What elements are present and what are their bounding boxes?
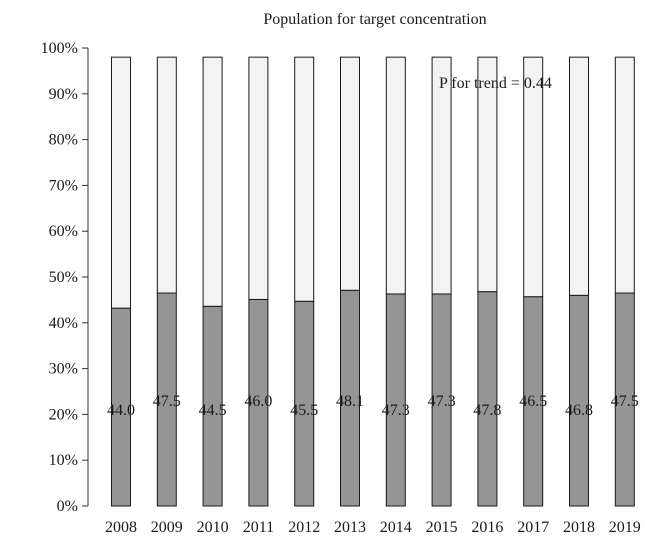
x-tick-label: 2008	[105, 519, 137, 536]
data-label: 47.5	[611, 393, 639, 410]
bars-group	[111, 56, 635, 507]
bar-segment-upper	[248, 56, 269, 300]
y-tick-label: 20%	[49, 406, 78, 423]
data-labels-group: 44.0 47.5 44.5 46.0 45.5 48.1 47.3 47.3 47.8 46.5…	[107, 393, 639, 419]
bar-segment-upper	[340, 56, 360, 291]
y-tick-label: 10%	[49, 452, 78, 469]
bar-segment-upper	[431, 56, 452, 295]
x-tick-label: 2019	[609, 519, 641, 536]
x-tick-label: 2013	[334, 519, 366, 536]
y-tick-label: 90%	[49, 86, 78, 103]
y-tick-label: 70%	[49, 177, 78, 194]
bar-segment-upper	[523, 56, 544, 298]
bar-segment-upper	[477, 56, 498, 293]
x-tick-label: 2010	[197, 519, 229, 536]
y-axis-ticks: 0% 10% 20% 30% 40% 50% 60% 70% 80% 90% 100%	[41, 40, 88, 515]
data-label: 46.5	[519, 393, 547, 410]
x-tick-label: 2011	[243, 519, 274, 536]
x-tick-label: 2009	[151, 519, 183, 536]
data-label: 47.8	[473, 402, 501, 419]
x-axis-tick-labels: 2008 2009 2010 2011 2012 2013 2014 2015 2016 2017…	[105, 519, 641, 536]
data-label: 45.5	[290, 402, 318, 419]
x-tick-label: 2018	[563, 519, 595, 536]
data-label: 44.5	[199, 402, 227, 419]
y-tick-label: 50%	[49, 269, 78, 286]
bar-segment-lower	[385, 293, 406, 507]
bar-segment-lower	[569, 294, 589, 507]
data-label: 46.0	[244, 393, 272, 410]
y-tick-label: 100%	[41, 40, 78, 57]
chart-title: Population for target concentration	[263, 11, 486, 28]
y-tick-label: 40%	[49, 315, 78, 332]
bar-segment-upper	[614, 56, 635, 294]
y-tick-label: 60%	[49, 223, 78, 240]
bar-segment-upper	[294, 56, 315, 302]
x-tick-label: 2012	[288, 519, 320, 536]
bar-segment-upper	[156, 56, 177, 294]
y-tick-label: 80%	[49, 132, 78, 149]
data-label: 47.5	[153, 393, 181, 410]
data-label: 47.3	[428, 393, 456, 410]
bar-segment-lower	[477, 291, 498, 507]
y-tick-label: 0%	[57, 498, 78, 515]
bar-segment-upper	[385, 56, 406, 295]
data-label: 47.3	[382, 402, 410, 419]
x-tick-label: 2017	[517, 519, 549, 536]
data-label: 48.1	[336, 393, 364, 410]
data-label: 46.8	[565, 402, 593, 419]
bar-segment-upper	[569, 56, 589, 296]
bar-segment-upper	[111, 56, 131, 309]
bar-segment-upper	[202, 56, 223, 307]
data-label: 44.0	[107, 402, 135, 419]
trend-annotation: P for trend = 0.44	[439, 75, 552, 92]
x-tick-label: 2014	[380, 519, 412, 536]
x-tick-label: 2016	[471, 519, 503, 536]
x-tick-label: 2015	[426, 519, 458, 536]
y-tick-label: 30%	[49, 361, 78, 378]
